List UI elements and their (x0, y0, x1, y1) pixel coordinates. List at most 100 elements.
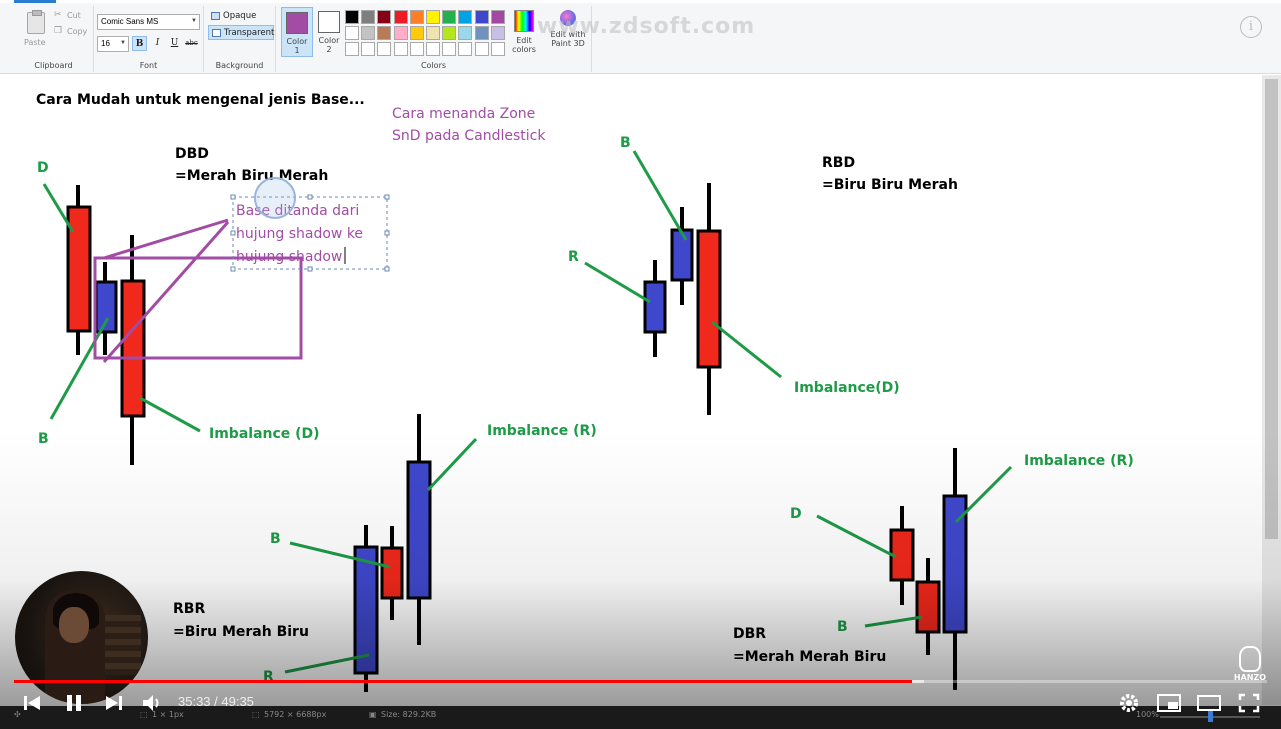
background-shelf (101, 615, 141, 675)
resize-handle[interactable] (230, 266, 236, 272)
palette-swatch[interactable] (393, 26, 408, 40)
opaque-icon (211, 12, 220, 20)
custom-color-slot[interactable] (345, 42, 359, 56)
subtitle-line1: Cara menanda Zone (392, 106, 535, 122)
palette-swatch[interactable] (393, 10, 408, 24)
custom-color-slot[interactable] (393, 42, 408, 56)
palette-swatch[interactable] (426, 26, 440, 40)
italic-button[interactable]: I (155, 38, 160, 48)
textbox-line3: hujung shadow (236, 249, 342, 265)
dbd-arrow-b (49, 317, 110, 420)
copy-icon: ❐ (54, 26, 63, 36)
palette-swatch[interactable] (409, 10, 424, 24)
pause-icon[interactable] (62, 692, 86, 714)
palette-swatch[interactable] (474, 10, 489, 24)
chevron-down-icon: ▼ (120, 40, 126, 46)
resize-handle[interactable] (384, 230, 390, 236)
copy-button[interactable]: ❐ Copy (54, 26, 92, 38)
resize-handle[interactable] (230, 194, 236, 200)
dbr-imbalance-label: Imbalance (R) (1024, 453, 1134, 469)
color2-button[interactable]: Color 2 (313, 7, 345, 57)
custom-color-slot[interactable] (426, 42, 440, 56)
custom-color-slot[interactable] (377, 42, 392, 56)
custom-color-slot[interactable] (474, 42, 489, 56)
info-icon[interactable]: i (1240, 16, 1262, 38)
palette-swatch[interactable] (409, 26, 424, 40)
resize-handle[interactable] (307, 194, 313, 200)
paste-button[interactable]: Paste (16, 6, 54, 54)
dbr-arrow-b (864, 615, 923, 628)
palette-swatch[interactable] (377, 10, 392, 24)
palette-swatch[interactable] (361, 26, 376, 40)
miniplayer-icon[interactable] (1156, 692, 1182, 714)
disk-icon: ▣ (369, 710, 377, 719)
settings-gear-icon[interactable] (1117, 692, 1141, 714)
edit-colors-button[interactable]: Edit colors (506, 8, 542, 54)
custom-color-slot[interactable] (490, 42, 505, 56)
dbd-candles (66, 185, 146, 465)
font-group-label: Font (139, 61, 158, 70)
custom-color-slot[interactable] (458, 42, 473, 56)
paste-label: Paste (24, 38, 46, 47)
rbr-label-r: R (263, 669, 274, 685)
resize-handle[interactable] (230, 230, 236, 236)
opaque-button[interactable]: Opaque (208, 9, 274, 24)
move-icon: ✣ (14, 710, 21, 719)
palette-swatch[interactable] (345, 10, 359, 24)
strikethrough-button[interactable]: abc (185, 39, 198, 47)
watermark: www.zdsoft.com (537, 14, 756, 39)
vertical-scrollbar[interactable] (1262, 75, 1281, 705)
dbd-label-d: D (37, 160, 49, 176)
paint-statusbar: ✣ ⬚ 1 × 1px ⬚ 5792 × 6688px ▣ Size: 829.… (0, 706, 1281, 729)
colors-group-label: Colors (420, 61, 447, 70)
colors-group: Colors (276, 6, 592, 72)
video-progress-bar[interactable] (14, 680, 1267, 683)
theater-mode-icon[interactable] (1196, 692, 1222, 714)
previous-icon[interactable] (20, 692, 44, 714)
presenter-face (59, 607, 89, 643)
dbd-title: DBD (175, 146, 209, 162)
color2-label: Color (318, 36, 340, 45)
palette-swatch[interactable] (361, 10, 376, 24)
palette-swatch[interactable] (490, 26, 505, 40)
volume-icon[interactable] (140, 692, 164, 714)
scrollbar-thumb[interactable] (1265, 79, 1278, 539)
selection-size: 1 × 1px (152, 710, 184, 719)
textbox-line2: hujung shadow ke (236, 226, 363, 242)
custom-color-slot[interactable] (409, 42, 424, 56)
textbox-line1: Base ditanda dari (236, 203, 359, 219)
palette-swatch[interactable] (458, 10, 473, 24)
font-family-select[interactable]: Comic Sans MS ▼ (97, 14, 200, 30)
dbd-arrow-d (42, 183, 75, 233)
resize-handle[interactable] (384, 266, 390, 272)
palette-swatch[interactable] (442, 26, 457, 40)
palette-swatch[interactable] (426, 10, 440, 24)
dbr-label-b: B (837, 619, 848, 635)
palette-swatch[interactable] (442, 10, 457, 24)
palette-swatch[interactable] (474, 26, 489, 40)
cut-button[interactable]: ✂ Cut (54, 10, 92, 22)
palette-swatch[interactable] (377, 26, 392, 40)
edit-paint3d-button[interactable]: Edit with Paint 3D (548, 8, 588, 48)
fullscreen-icon[interactable] (1237, 692, 1261, 714)
dbr-arrow-imbalance (954, 465, 1013, 524)
color1-button[interactable]: Color 1 (281, 7, 313, 57)
transparent-button[interactable]: Transparent (208, 25, 274, 40)
resize-handle[interactable] (384, 194, 390, 200)
rbd-arrow-b (632, 150, 688, 241)
underline-button[interactable]: U (170, 38, 179, 48)
bold-button[interactable]: B (132, 36, 147, 51)
font-size-select[interactable]: 16 ▼ (97, 36, 129, 52)
rbd-candle-blue-2 (670, 228, 694, 282)
paint3d-icon (560, 10, 576, 26)
custom-color-slot[interactable] (442, 42, 457, 56)
callout-line-bottom (102, 221, 230, 363)
next-icon[interactable] (102, 692, 126, 714)
custom-color-slot[interactable] (361, 42, 376, 56)
drawing-canvas[interactable]: Cara Mudah untuk mengenal jenis Base... … (14, 75, 1254, 705)
palette-swatch[interactable] (458, 26, 473, 40)
zoom-slider-thumb[interactable] (1208, 710, 1213, 722)
resize-handle[interactable] (307, 266, 313, 272)
palette-swatch[interactable] (345, 26, 359, 40)
palette-swatch[interactable] (490, 10, 505, 24)
